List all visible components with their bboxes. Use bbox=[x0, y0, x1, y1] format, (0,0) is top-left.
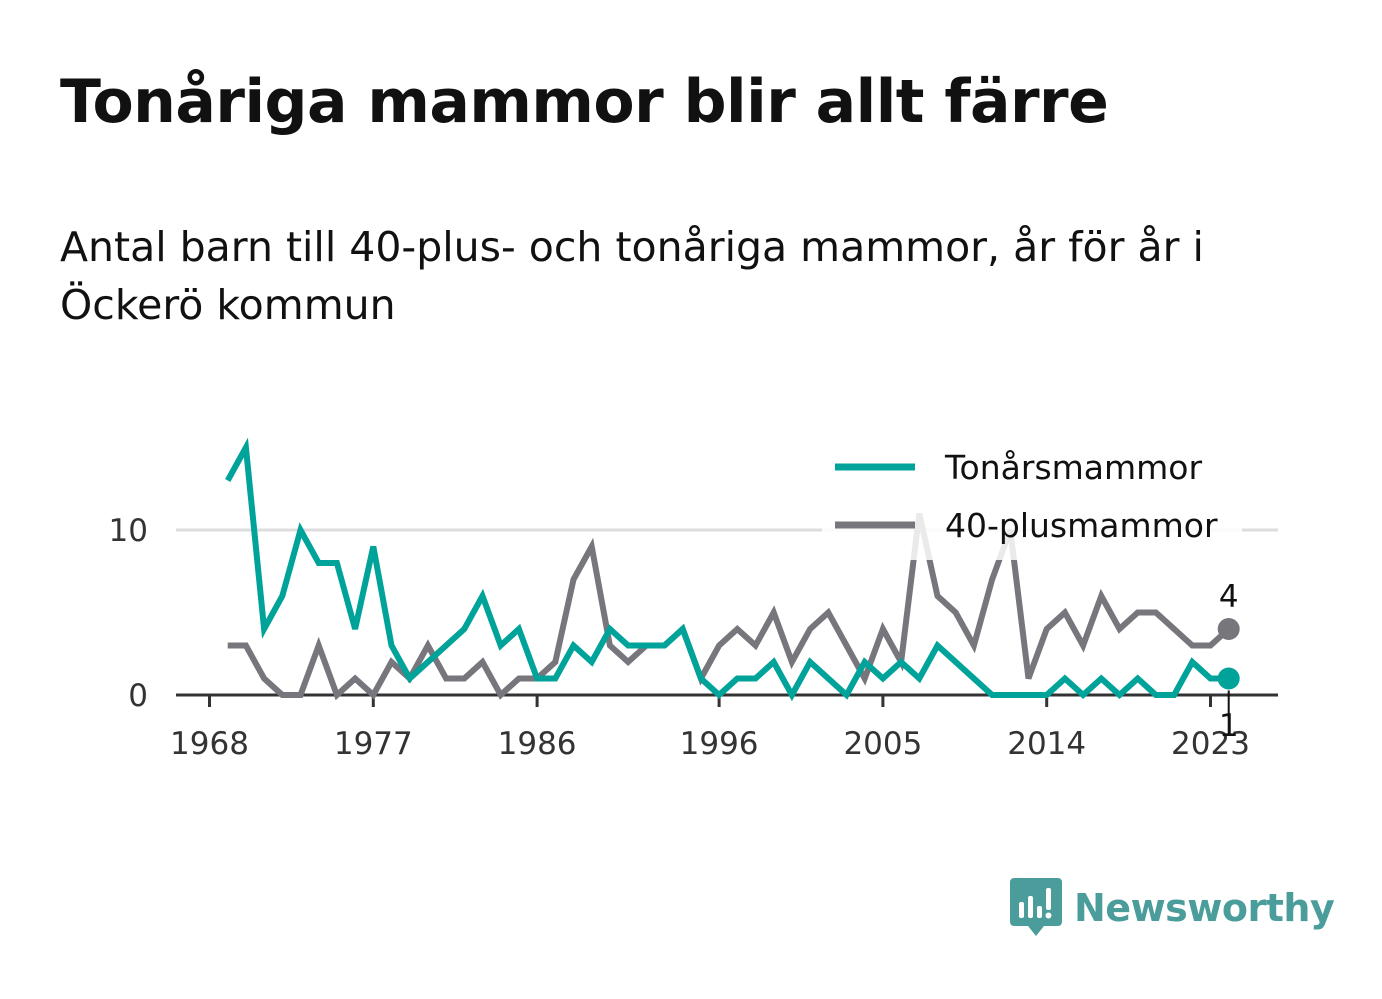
chart-title: Tonåriga mammor blir allt färre bbox=[60, 67, 1109, 137]
x-tick-label: 1968 bbox=[170, 726, 249, 762]
series-line-40-plusmammor bbox=[227, 512, 1231, 701]
end-point-tonarsmammor bbox=[1217, 667, 1240, 690]
end-label: 4 bbox=[1219, 579, 1239, 615]
legend-label: 40-plusmammor bbox=[945, 506, 1218, 545]
end-labels: 41 bbox=[1219, 579, 1239, 744]
end-point-40-plusmammor bbox=[1217, 618, 1240, 640]
series-lines bbox=[225, 437, 1240, 702]
x-tick-label: 2014 bbox=[1007, 726, 1086, 762]
legend-label: Tonårsmammor bbox=[944, 448, 1202, 487]
x-tick-label: 1986 bbox=[498, 726, 577, 762]
legend: Tonårsmammor 40-plusmammor bbox=[822, 432, 1242, 560]
axes: 0 10 1968 1977 1986 1996 2005 2014 2023 bbox=[109, 513, 1278, 762]
x-tick-label: 1996 bbox=[680, 726, 759, 762]
y-tick-label: 10 bbox=[109, 513, 148, 549]
x-tick-label: 1977 bbox=[334, 726, 413, 762]
y-tick-label: 0 bbox=[128, 678, 148, 714]
legend-background bbox=[822, 432, 1242, 560]
x-tick-label: 2023 bbox=[1171, 726, 1250, 762]
chart-subtitle: Antal barn till 40-plus- och tonåriga ma… bbox=[60, 223, 1204, 329]
brand: Newsworthy bbox=[1010, 878, 1335, 938]
series-line-tonarsmammor bbox=[225, 437, 1229, 702]
brand-name: Newsworthy bbox=[1074, 886, 1335, 930]
end-label: 1 bbox=[1219, 708, 1239, 744]
x-tick-label: 2005 bbox=[843, 726, 922, 762]
newsworthy-logo-icon bbox=[1010, 878, 1062, 936]
